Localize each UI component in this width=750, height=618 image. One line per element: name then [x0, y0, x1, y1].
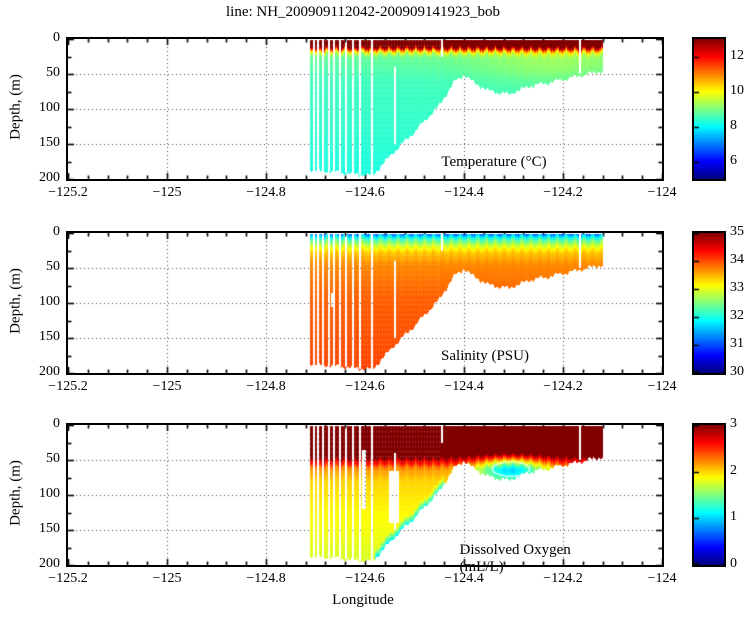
colorbar-canvas: [694, 39, 724, 179]
colorbar-tick-label: 1: [730, 509, 737, 525]
colorbar-canvas: [694, 233, 724, 373]
y-tick-label: 150: [39, 329, 60, 344]
y-tick-label: 100: [39, 294, 60, 309]
x-tick-label: −125.2: [48, 185, 88, 200]
y-tick-label: 150: [39, 135, 60, 150]
x-tick-label: −125: [152, 571, 182, 586]
x-tick-label: −125: [152, 379, 182, 394]
salinity-heatmap-canvas: [68, 233, 662, 373]
panel-dissolved-oxygen-plot-area: Dissolved Oxygen (mL/L): [66, 423, 664, 575]
y-tick-label: 100: [39, 486, 60, 501]
panel-label-dissolved-oxygen: Dissolved Oxygen (mL/L): [459, 542, 571, 575]
y-tick-label: 50: [46, 65, 60, 80]
x-tick-label: −124.4: [444, 379, 484, 394]
x-tick-label: −125.2: [48, 571, 88, 586]
y-tick-label: 0: [53, 30, 60, 45]
panel-salinity-plot-area: Salinity (PSU): [66, 231, 664, 375]
colorbar-tick-label: 3: [730, 416, 737, 431]
x-tick-label: −124.4: [444, 571, 484, 586]
colorbar-tick-label: 12: [730, 47, 744, 63]
x-tick-label: −124.8: [246, 185, 286, 200]
y-tick-label: 150: [39, 521, 60, 536]
x-tick-label: −124.2: [543, 571, 583, 586]
x-tick-label: −124.2: [543, 379, 583, 394]
y-tick-label: 50: [46, 259, 60, 274]
y-tick-label: 50: [46, 451, 60, 466]
colorbar-tick-label: 10: [730, 82, 744, 98]
x-tick-label: −124.6: [345, 571, 385, 586]
dissolved-oxygen-heatmap-canvas: [68, 425, 662, 565]
colorbar-tick-label: 35: [730, 224, 744, 239]
colorbar-tick-label: 2: [730, 462, 737, 478]
x-tick-label: −124.8: [246, 571, 286, 586]
x-axis-label: Longitude: [332, 592, 394, 608]
x-tick-label: −124.8: [246, 379, 286, 394]
colorbar-tick-label: 33: [730, 280, 744, 295]
y-tick-label: 100: [39, 100, 60, 115]
colorbar-salinity: [692, 231, 726, 375]
x-tick-label: −124: [647, 571, 677, 586]
temperature-heatmap-canvas: [68, 39, 662, 179]
colorbar-dissolved-oxygen: [692, 423, 726, 567]
colorbar-tick-label: 8: [730, 117, 737, 133]
colorbar-tick-label: 0: [730, 556, 737, 571]
x-tick-label: −125: [152, 185, 182, 200]
x-tick-label: −124: [647, 379, 677, 394]
y-tick-label: 200: [39, 364, 60, 379]
y-tick-label: 0: [53, 224, 60, 239]
colorbar-tick-label: 34: [730, 252, 744, 267]
colorbar-tick-label: 6: [730, 152, 737, 168]
panel-temperature-plot-area: Temperature (°C): [66, 37, 664, 181]
colorbar-tick-label: 30: [730, 364, 744, 379]
x-tick-label: −124.2: [543, 185, 583, 200]
y-tick-label: 200: [39, 556, 60, 571]
x-tick-label: −124.6: [345, 379, 385, 394]
y-tick-label: 200: [39, 170, 60, 185]
figure-title: line: NH_200909112042-200909141923_bob: [225, 4, 500, 20]
y-tick-label: 0: [53, 416, 60, 431]
panel-label-salinity: Salinity (PSU): [441, 348, 529, 364]
panel-label-temperature: Temperature (°C): [441, 154, 547, 170]
colorbar-temperature: [692, 37, 726, 181]
x-tick-label: −124.6: [345, 185, 385, 200]
x-tick-label: −124: [647, 185, 677, 200]
x-tick-label: −124.4: [444, 185, 484, 200]
colorbar-tick-label: 32: [730, 308, 744, 323]
colorbar-tick-label: 31: [730, 336, 744, 351]
x-tick-label: −125.2: [48, 379, 88, 394]
colorbar-canvas: [694, 425, 724, 565]
